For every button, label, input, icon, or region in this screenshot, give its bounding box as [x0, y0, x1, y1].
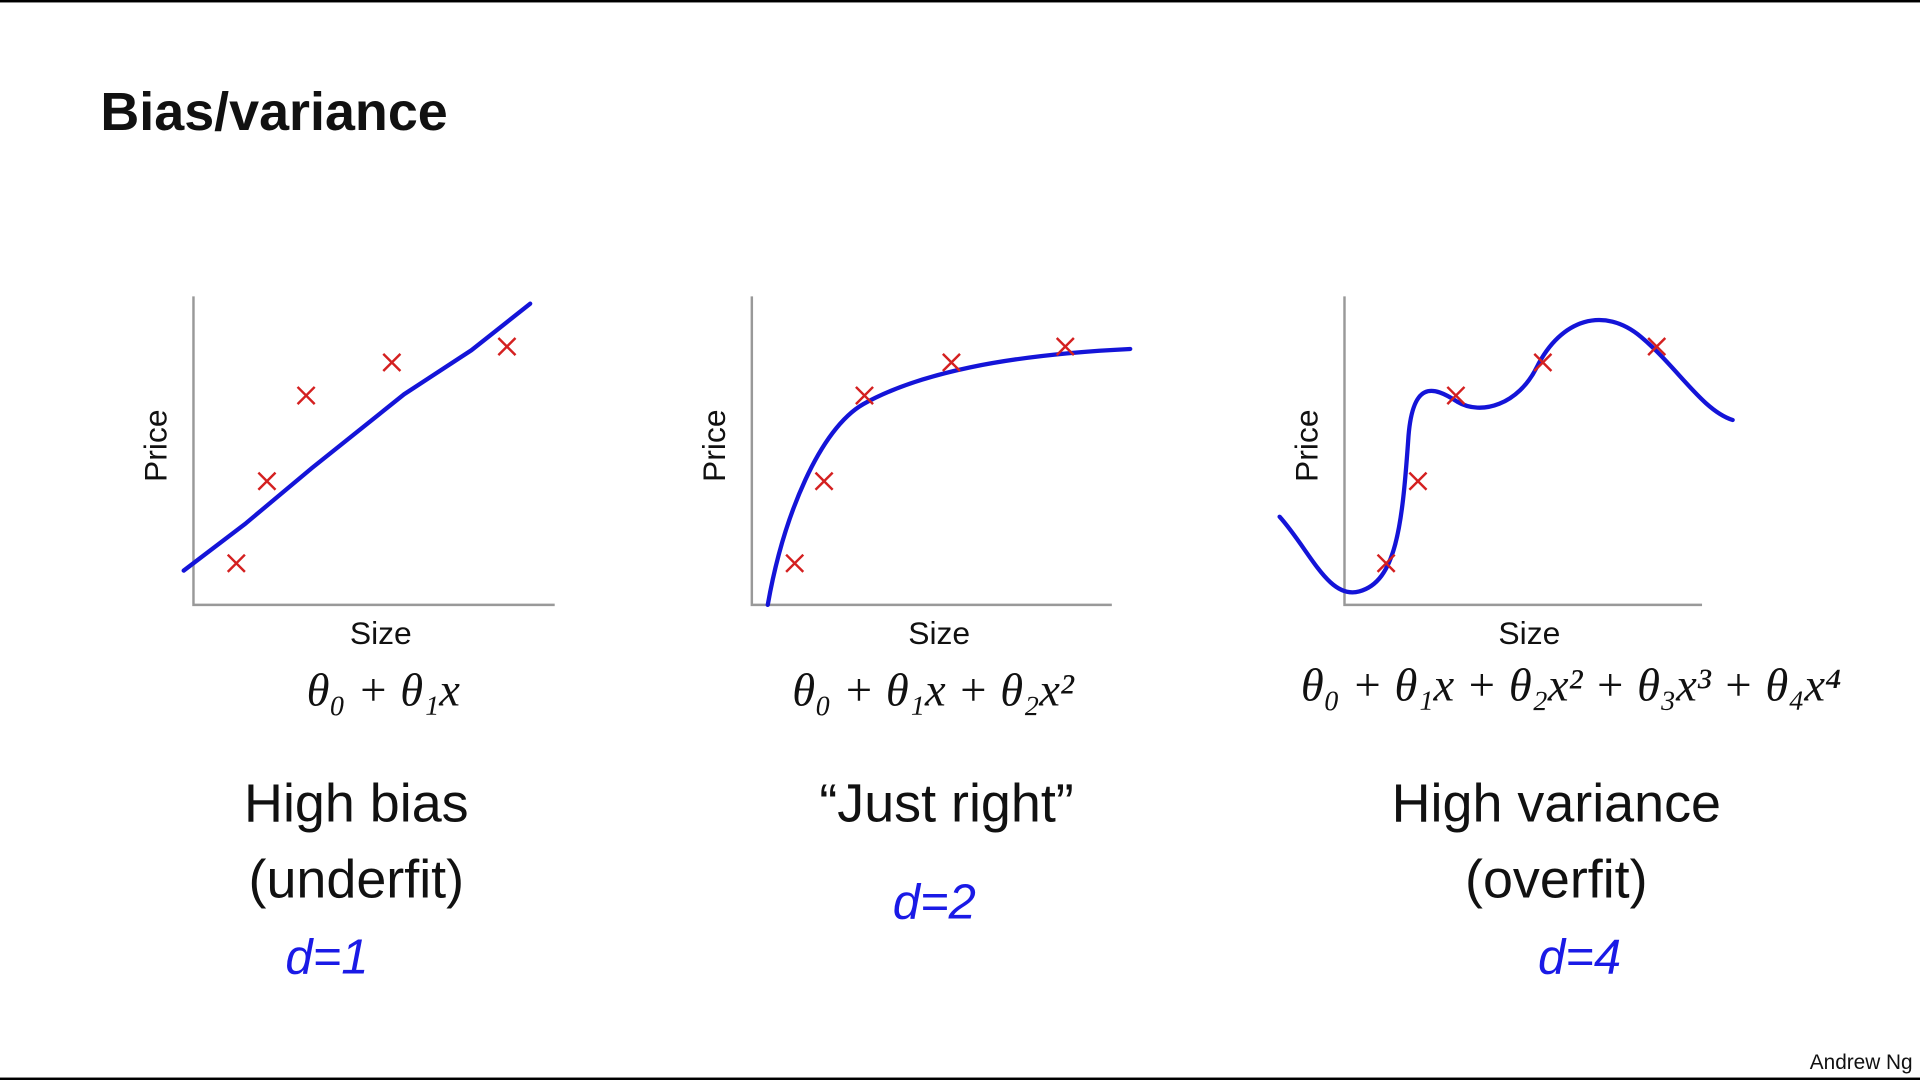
formula: θ₀ + θ₁x: [307, 665, 461, 716]
handwritten-note: d=2: [893, 875, 976, 929]
y-axis-label: Price: [696, 409, 732, 482]
x-axis-label: Size: [908, 615, 970, 651]
handwritten-note: d=1: [285, 930, 368, 984]
fit-curve: [1277, 317, 1735, 595]
slide-title: Bias/variance: [100, 82, 447, 142]
formula: θ₀ + θ₁x + θ₂x² + θ₃x³ + θ₄x⁴: [1301, 660, 1841, 711]
data-points: [785, 337, 1075, 573]
data-points: [226, 337, 517, 573]
fit-curve: [765, 346, 1133, 608]
axes: [750, 296, 1112, 607]
x-axis-label: Size: [350, 615, 412, 651]
fit-curve: [181, 301, 533, 573]
caption-line: “Just right”: [819, 774, 1073, 834]
y-axis-label: Price: [1289, 409, 1325, 482]
y-axis-label: Price: [138, 409, 174, 482]
handwritten-note: d=4: [1538, 930, 1621, 984]
author: Andrew Ng: [1810, 1051, 1913, 1074]
x-axis-label: Size: [1498, 615, 1560, 651]
frame-bottom: [0, 1077, 1920, 1080]
axes: [1343, 296, 1703, 607]
caption-line: High variance: [1392, 774, 1721, 834]
data-points: [1376, 337, 1667, 573]
caption-line: (underfit): [249, 850, 465, 910]
caption-line: (overfit): [1465, 850, 1648, 910]
caption-line: High bias: [244, 774, 469, 834]
axes: [192, 296, 555, 607]
formula: θ₀ + θ₁x + θ₂x²: [792, 665, 1075, 716]
panel: Price Size θ₀ + θ₁x + θ₂x² “Just right” …: [696, 296, 1133, 929]
frame-top: [0, 0, 1920, 3]
panel: Price Size θ₀ + θ₁x High bias (underfit)…: [138, 296, 555, 984]
panel: Price Size θ₀ + θ₁x + θ₂x² + θ₃x³ + θ₄x⁴…: [1277, 296, 1841, 984]
